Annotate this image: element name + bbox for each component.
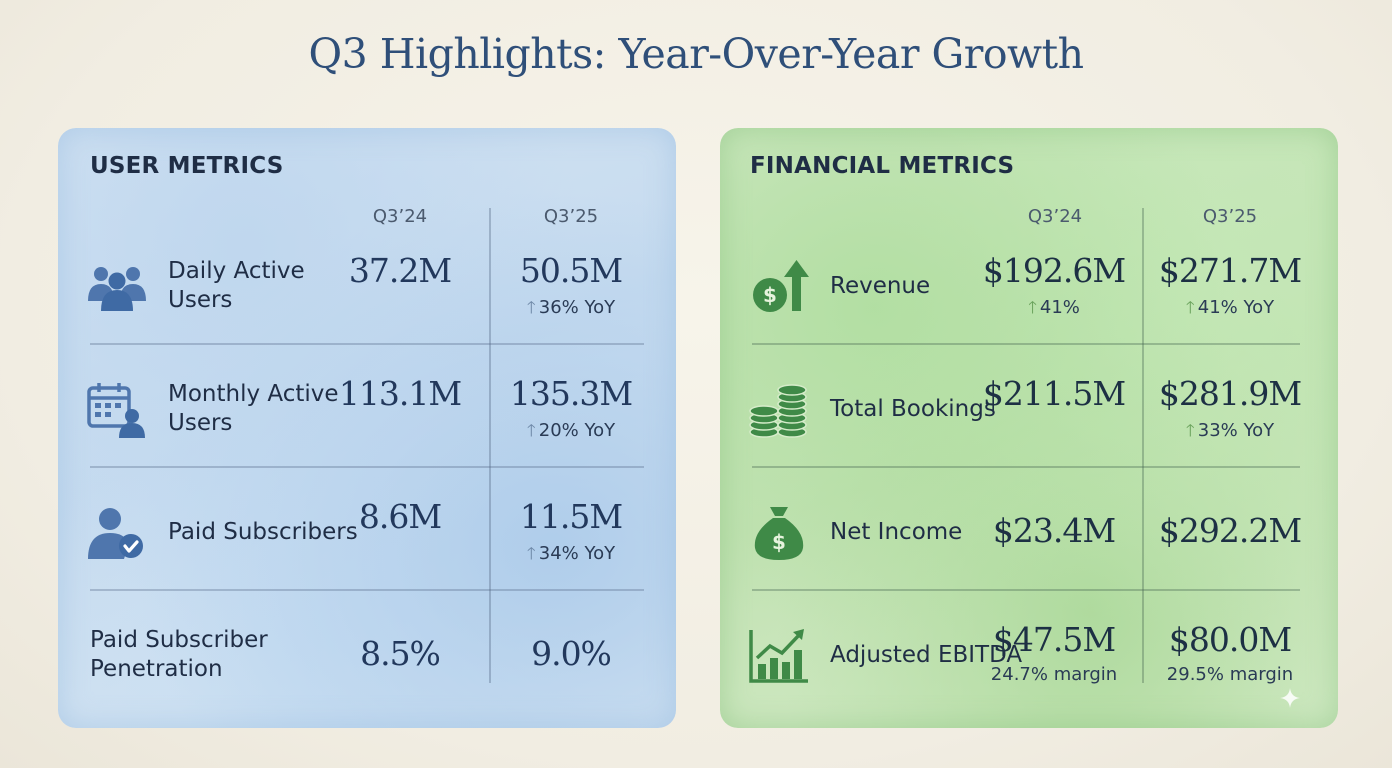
value-q3-25: 9.0% [531, 634, 612, 673]
value-q3-24: $23.4M [992, 511, 1116, 550]
value-q3-24: 37.2M [348, 251, 452, 290]
user-metrics-heading: USER METRICS [90, 153, 284, 179]
user-metrics-panel: USER METRICS Q3’24 Q3’25 Daily Active Us… [58, 128, 676, 728]
margin-note: 29.5% margin [1166, 664, 1294, 685]
fin-col-q3-25: Q3’25 [1202, 206, 1258, 227]
financial-metrics-heading: FINANCIAL METRICS [750, 153, 1015, 179]
fin-row-revenue: $ Revenue $192.6M 🡑 41% $271.7M 🡑 41% YoY [720, 231, 1338, 341]
value-q3-24: $192.6M [982, 251, 1126, 290]
arrow-up-icon: 🡑 [526, 544, 536, 564]
fin-column-divider [1142, 208, 1144, 683]
svg-text:$: $ [772, 530, 786, 554]
value-q3-24: $47.5M [992, 620, 1116, 659]
coin-stacks-icon [749, 384, 807, 438]
value-q3-24: 113.1M [338, 374, 462, 413]
money-bag-icon: $ [754, 507, 804, 560]
value-q3-24: 8.5% [360, 634, 441, 673]
arrow-up-icon: 🡑 [1028, 298, 1037, 318]
arrow-up-icon: 🡑 [1185, 298, 1195, 318]
dollar-coin-arrow-icon: $ [753, 260, 809, 312]
calendar-user-icon [87, 383, 145, 438]
value-q3-25: $80.0M [1168, 620, 1292, 659]
yoy-note: 🡑 34% YoY [526, 543, 616, 564]
user-col-q3-24: Q3’24 [372, 206, 428, 227]
yoy-note: 🡑 41% YoY [1185, 297, 1275, 318]
arrow-up-icon: 🡑 [1185, 421, 1195, 441]
fin-row-divider [752, 466, 1300, 468]
fin-col-q3-24: Q3’24 [1027, 206, 1083, 227]
metric-label: Paid Subscribers [168, 518, 358, 545]
sparkle-icon [1280, 688, 1300, 708]
user-row-paid-subscribers: Paid Subscribers 8.6M 11.5M 🡑 34% YoY [58, 477, 676, 587]
financial-metrics-panel: FINANCIAL METRICS Q3’24 Q3’25 $ Revenue … [720, 128, 1338, 728]
value-q3-25: $292.2M [1158, 511, 1302, 550]
user-row-penetration: Paid Subscriber Penetration 8.5% 9.0% [58, 600, 676, 710]
arrow-up-icon: 🡑 [526, 421, 536, 441]
fin-row-divider [752, 343, 1300, 345]
metric-label: Total Bookings [830, 395, 996, 422]
metric-label: Adjusted EBITDA [830, 641, 1023, 668]
value-q3-25: 50.5M [519, 251, 623, 290]
margin-note: 24.7% margin [990, 664, 1118, 685]
value-q3-25: $281.9M [1158, 374, 1302, 413]
value-q3-24: $211.5M [982, 374, 1126, 413]
growth-note: 🡑 41% [1028, 297, 1080, 318]
metric-label: Paid Subscriber Penetration [90, 627, 268, 682]
fin-row-bookings: Total Bookings $211.5M $281.9M 🡑 33% YoY [720, 354, 1338, 464]
page-title: Q3 Highlights: Year-Over-Year Growth [308, 30, 1085, 78]
metric-label: Revenue [830, 272, 931, 299]
fin-row-divider [752, 589, 1300, 591]
value-q3-24: 8.6M [358, 497, 442, 536]
users-group-icon [88, 267, 146, 311]
growth-chart-icon [749, 629, 808, 683]
arrow-up-icon: 🡑 [526, 298, 536, 318]
user-row-mau: Monthly Active Users 113.1M 135.3M 🡑 20% … [58, 354, 676, 464]
user-col-q3-25: Q3’25 [543, 206, 599, 227]
metric-label: Daily Active Users [168, 258, 305, 313]
user-row-divider [90, 589, 644, 591]
svg-text:$: $ [763, 283, 777, 307]
yoy-note: 🡑 20% YoY [526, 420, 616, 441]
value-q3-25: 135.3M [509, 374, 633, 413]
user-row-divider [90, 343, 644, 345]
user-row-dau: Daily Active Users 37.2M 50.5M 🡑 36% YoY [58, 231, 676, 341]
fin-row-ebitda: Adjusted EBITDA $47.5M 24.7% margin $80.… [720, 600, 1338, 710]
yoy-note: 🡑 33% YoY [1185, 420, 1275, 441]
value-q3-25: $271.7M [1158, 251, 1302, 290]
user-column-divider [489, 208, 491, 683]
value-q3-25: 11.5M [519, 497, 623, 536]
fin-row-net-income: $ Net Income $23.4M $292.2M [720, 477, 1338, 587]
metric-label: Monthly Active Users [168, 381, 339, 436]
yoy-note: 🡑 36% YoY [526, 297, 616, 318]
user-row-divider [90, 466, 644, 468]
user-check-icon [88, 508, 143, 559]
metric-label: Net Income [830, 518, 963, 545]
